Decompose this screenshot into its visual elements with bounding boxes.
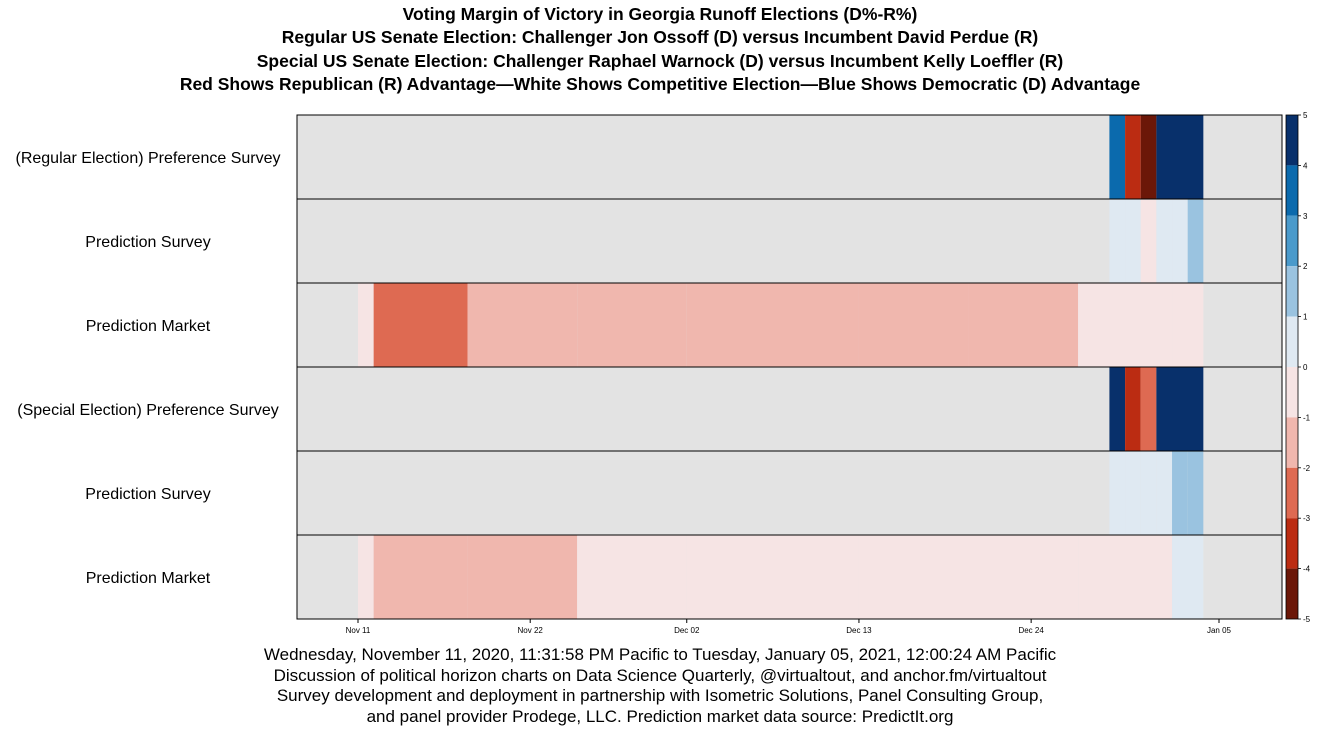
chart-row-3: Prediction Market	[86, 282, 1283, 368]
row-label: Prediction Market	[86, 318, 211, 335]
horizon-segment	[1140, 199, 1157, 283]
horizon-segment	[686, 535, 859, 619]
horizon-segment	[1172, 451, 1188, 535]
horizon-segment	[1125, 451, 1141, 535]
colorbar-tick-label: -3	[1303, 514, 1311, 523]
horizon-segment	[1109, 115, 1126, 199]
chart-row-5: Prediction Survey	[85, 450, 1283, 536]
caption-line-3: Survey development and deployment in par…	[276, 686, 1044, 706]
horizon-segment	[1125, 115, 1141, 199]
x-tick-label: Dec 13	[846, 626, 872, 635]
color-band	[1286, 316, 1298, 367]
horizon-segment	[373, 535, 468, 619]
horizon-segment	[968, 535, 1079, 619]
chart-row-6: Prediction Market	[86, 534, 1283, 620]
horizon-segment	[1172, 199, 1188, 283]
title-line-3: Special US Senate Election: Challenger R…	[256, 50, 1064, 71]
horizon-segment	[358, 535, 374, 619]
horizon-segment	[686, 283, 859, 367]
horizon-segment	[858, 283, 969, 367]
horizon-segment	[1109, 367, 1126, 451]
x-tick-label: Nov 11	[346, 626, 371, 635]
horizon-segment	[577, 283, 687, 367]
chart-row-1: (Regular Election) Preference Survey	[15, 114, 1283, 200]
color-band	[1286, 367, 1298, 418]
x-tick-label: Jan 05	[1207, 626, 1232, 635]
x-tick-label: Dec 24	[1018, 626, 1044, 635]
horizon-segment	[1109, 451, 1126, 535]
horizon-segment	[1156, 451, 1173, 535]
horizon-segment	[1109, 199, 1126, 283]
horizon-segment	[1187, 199, 1204, 283]
color-band	[1286, 266, 1298, 317]
colorbar-tick-label: -4	[1303, 565, 1311, 574]
colorbar-tick-label: -1	[1303, 413, 1311, 422]
title-line-1: Voting Margin of Victory in Georgia Runo…	[402, 4, 918, 24]
color-scale-legend: 5 4 3 2 1 0 -1 -2 -3 -4 -5	[1285, 111, 1311, 624]
horizon-segment	[1140, 451, 1157, 535]
color-band	[1286, 165, 1298, 216]
horizon-segment	[1172, 535, 1204, 619]
color-band	[1286, 417, 1298, 468]
horizon-segment	[577, 535, 687, 619]
color-band	[1286, 568, 1298, 619]
caption-line-1: Wednesday, November 11, 2020, 11:31:58 P…	[263, 645, 1057, 664]
colorbar-tick-label: -5	[1303, 615, 1311, 624]
title-line-2: Regular US Senate Election: Challenger J…	[281, 27, 1039, 48]
colorbar-tick-label: -2	[1303, 464, 1311, 473]
horizon-segment	[1156, 115, 1204, 199]
row-label: Prediction Survey	[85, 234, 210, 251]
horizon-segment	[1078, 535, 1173, 619]
color-band	[1286, 467, 1298, 519]
chart-title: Voting Margin of Victory in Georgia Runo…	[0, 3, 1320, 96]
colorbar-tick-label: 1	[1303, 313, 1308, 322]
horizon-segment	[1156, 199, 1173, 283]
caption-line-2: Discussion of political horizon charts o…	[273, 665, 1047, 685]
colorbar-tick-label: 3	[1303, 212, 1308, 221]
row-label: Prediction Market	[86, 570, 211, 587]
title-line-4: Red Shows Republican (R) Advantage—White…	[179, 73, 1141, 94]
x-axis: Nov 11 Nov 22 Dec 02 Dec 13 Dec 24 Jan 05	[346, 619, 1232, 635]
chart-row-2: Prediction Survey	[85, 198, 1283, 284]
row-label: (Special Election) Preference Survey	[17, 402, 278, 419]
colorbar-tick-label: 2	[1303, 262, 1308, 271]
horizon-segment	[968, 283, 1079, 367]
chart-rows: (Regular Election) Preference Survey Pred…	[15, 114, 1283, 620]
horizon-segment	[1187, 451, 1204, 535]
row-border	[296, 534, 1283, 620]
colorbar-tick-label: 0	[1303, 363, 1308, 372]
horizon-segment	[358, 283, 374, 367]
caption-line-4: and panel provider Prodege, LLC. Predict…	[366, 706, 954, 726]
horizon-segment	[1172, 283, 1204, 367]
horizon-segment	[1125, 199, 1141, 283]
horizon-segment	[1156, 367, 1204, 451]
color-band	[1286, 115, 1298, 166]
horizon-segment	[467, 535, 578, 619]
color-band	[1286, 215, 1298, 267]
horizon-segment	[467, 283, 578, 367]
horizon-segment	[1078, 283, 1173, 367]
x-tick-label: Nov 22	[518, 626, 544, 635]
chart-row-4: (Special Election) Preference Survey	[17, 366, 1283, 452]
horizon-segment	[373, 283, 468, 367]
chart-caption: Wednesday, November 11, 2020, 11:31:58 P…	[0, 645, 1320, 727]
row-label: (Regular Election) Preference Survey	[15, 150, 280, 167]
horizon-segment	[1140, 115, 1157, 199]
horizon-segment	[858, 535, 969, 619]
colorbar-tick-label: 4	[1303, 161, 1308, 170]
horizon-segment	[1140, 367, 1157, 451]
x-tick-label: Dec 02	[674, 626, 700, 635]
row-label: Prediction Survey	[85, 486, 210, 503]
color-band	[1286, 518, 1298, 569]
horizon-segment	[1125, 367, 1141, 451]
colorbar-tick-label: 5	[1303, 111, 1308, 120]
